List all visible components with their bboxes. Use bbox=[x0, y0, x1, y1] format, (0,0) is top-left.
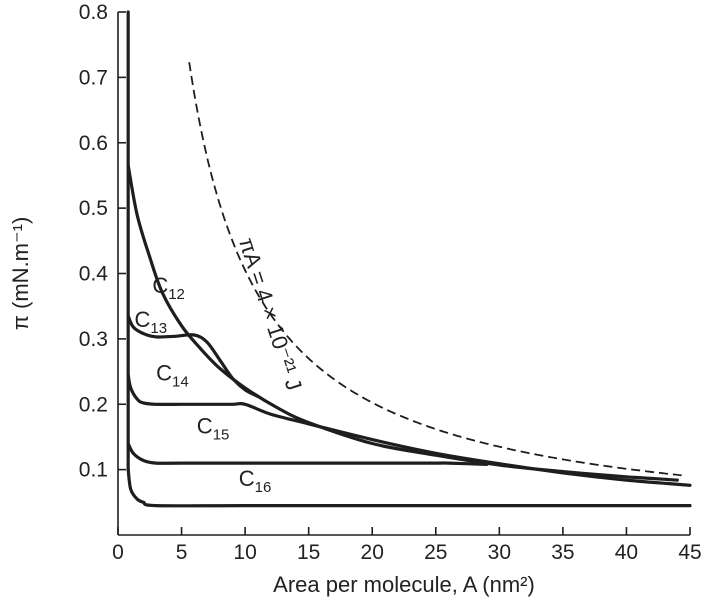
x-tick-label: 15 bbox=[297, 541, 320, 564]
axes bbox=[117, 12, 690, 536]
y-tick-label: 0.8 bbox=[79, 1, 108, 24]
series-label-c13: C13 bbox=[135, 307, 168, 337]
y-tick-label: 0.2 bbox=[79, 393, 108, 416]
x-tick-label: 10 bbox=[233, 541, 256, 564]
y-tick-label: 0.3 bbox=[79, 328, 108, 351]
x-axis-title: Area per molecule, A (nm²) bbox=[273, 572, 535, 597]
series-label-c15: C15 bbox=[197, 414, 230, 444]
dashed-curve-label: πA = 4 × 10⁻²¹ J bbox=[234, 235, 307, 394]
dashed-curve bbox=[188, 62, 682, 477]
curves bbox=[126, 10, 692, 508]
ticks: 0 5 10 15 20 25 30 35 40 45 0.1 0.2 0.3 0.4 0.5 0.6 0.7 0… bbox=[79, 1, 702, 564]
y-tick-label: 0.5 bbox=[79, 197, 108, 220]
series-c14 bbox=[126, 373, 692, 487]
series-c13 bbox=[126, 314, 260, 398]
y-axis-title: π (mN.m⁻¹) bbox=[8, 217, 33, 331]
x-tick-label: 30 bbox=[488, 541, 511, 564]
y-tick-label: 0.6 bbox=[79, 132, 108, 155]
series-labels: C12 C13 C14 C15 C16 bbox=[135, 273, 272, 496]
series-c16 bbox=[126, 468, 692, 508]
x-tick-label: 45 bbox=[678, 541, 701, 564]
series-label-c14: C14 bbox=[156, 361, 189, 391]
series-label-c12: C12 bbox=[152, 273, 185, 303]
series-label-c16: C16 bbox=[239, 466, 272, 496]
x-tick-label: 35 bbox=[551, 541, 574, 564]
x-tick-label: 0 bbox=[112, 541, 124, 564]
x-tick-label: 25 bbox=[424, 541, 447, 564]
y-tick-label: 0.1 bbox=[79, 459, 108, 482]
series-c15 bbox=[126, 441, 489, 466]
x-tick-label: 5 bbox=[176, 541, 188, 564]
x-tick-label: 20 bbox=[361, 541, 384, 564]
y-tick-label: 0.4 bbox=[79, 263, 109, 286]
x-tick-label: 40 bbox=[615, 541, 638, 564]
y-tick-label: 0.7 bbox=[79, 66, 108, 89]
